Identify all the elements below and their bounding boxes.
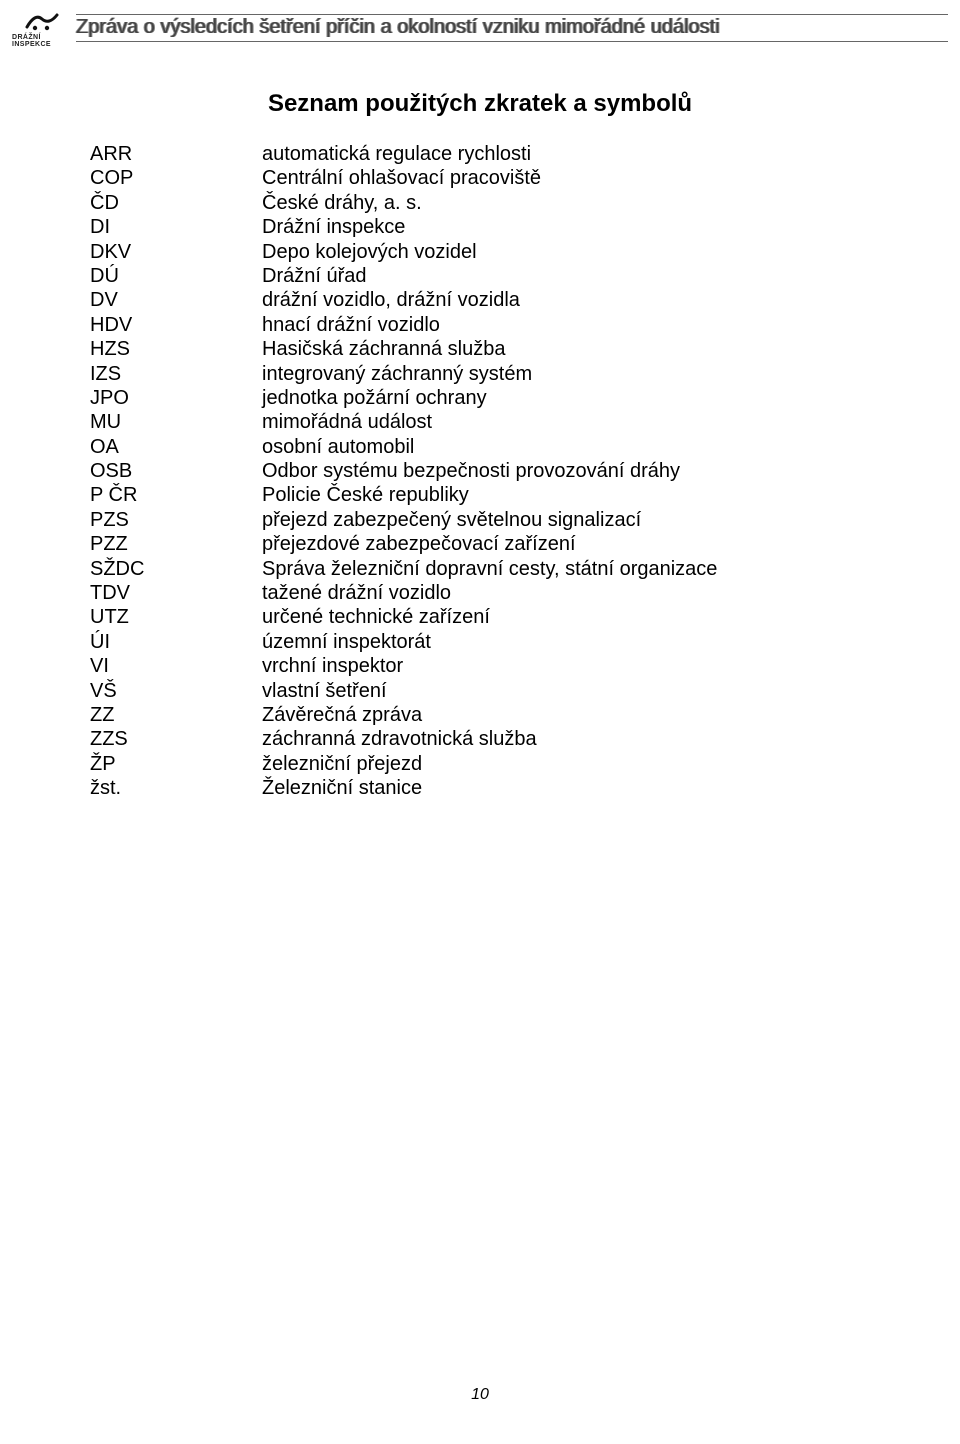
abbr-key: ÚI xyxy=(90,630,262,654)
abbr-value: Drážní úřad xyxy=(262,264,870,288)
abbr-key: VI xyxy=(90,654,262,678)
abbr-value: Centrální ohlašovací pracoviště xyxy=(262,166,870,190)
abbr-key: HDV xyxy=(90,313,262,337)
table-row: HZSHasičská záchranná služba xyxy=(90,337,870,361)
content: Seznam použitých zkratek a symbolů ARRau… xyxy=(90,80,870,801)
logo-icon xyxy=(25,9,59,34)
header-title: Zpráva o výsledcích šetření příčin a oko… xyxy=(76,16,948,39)
table-row: žst.Železniční stanice xyxy=(90,776,870,800)
table-row: IZSintegrovaný záchranný systém xyxy=(90,362,870,386)
abbreviations-table: ARRautomatická regulace rychlostiCOPCent… xyxy=(90,142,870,801)
abbr-value: automatická regulace rychlosti xyxy=(262,142,870,166)
abbr-value: mimořádná událost xyxy=(262,410,870,434)
abbr-key: PZZ xyxy=(90,532,262,556)
page-number: 10 xyxy=(0,1386,960,1404)
abbr-value: přejezdové zabezpečovací zařízení xyxy=(262,532,870,556)
abbr-key: OA xyxy=(90,435,262,459)
abbr-key: HZS xyxy=(90,337,262,361)
table-row: OSBOdbor systému bezpečnosti provozování… xyxy=(90,459,870,483)
table-row: SŽDCSpráva železniční dopravní cesty, st… xyxy=(90,557,870,581)
table-row: ARRautomatická regulace rychlosti xyxy=(90,142,870,166)
abbr-key: COP xyxy=(90,166,262,190)
abbr-key: ČD xyxy=(90,191,262,215)
abbr-value: určené technické zařízení xyxy=(262,605,870,629)
logo-label: DRÁŽNÍ INSPEKCE xyxy=(12,34,72,48)
table-row: COPCentrální ohlašovací pracoviště xyxy=(90,166,870,190)
abbr-value: Depo kolejových vozidel xyxy=(262,240,870,264)
table-row: ČDČeské dráhy, a. s. xyxy=(90,191,870,215)
table-row: VIvrchní inspektor xyxy=(90,654,870,678)
abbr-value: Odbor systému bezpečnosti provozování dr… xyxy=(262,459,870,483)
abbr-value: Závěrečná zpráva xyxy=(262,703,870,727)
abbr-key: DV xyxy=(90,288,262,312)
abbr-value: drážní vozidlo, drážní vozidla xyxy=(262,288,870,312)
table-row: P ČRPolicie České republiky xyxy=(90,483,870,507)
abbr-key: DÚ xyxy=(90,264,262,288)
abbr-value: tažené drážní vozidlo xyxy=(262,581,870,605)
logo: DRÁŽNÍ INSPEKCE xyxy=(12,8,72,48)
abbr-key: SŽDC xyxy=(90,557,262,581)
abbr-key: MU xyxy=(90,410,262,434)
abbr-value: hnací drážní vozidlo xyxy=(262,313,870,337)
section-title: Seznam použitých zkratek a symbolů xyxy=(90,90,870,118)
abbr-value: železniční přejezd xyxy=(262,752,870,776)
header-rule-bottom xyxy=(76,41,948,42)
table-row: ZZSzáchranná zdravotnická služba xyxy=(90,727,870,751)
abbr-value: Policie České republiky xyxy=(262,483,870,507)
table-row: DKVDepo kolejových vozidel xyxy=(90,240,870,264)
abbr-value: záchranná zdravotnická služba xyxy=(262,727,870,751)
abbr-key: DI xyxy=(90,215,262,239)
table-row: DIDrážní inspekce xyxy=(90,215,870,239)
table-row: OAosobní automobil xyxy=(90,435,870,459)
table-row: VŠvlastní šetření xyxy=(90,679,870,703)
table-row: TDVtažené drážní vozidlo xyxy=(90,581,870,605)
abbr-value: České dráhy, a. s. xyxy=(262,191,870,215)
abbr-key: žst. xyxy=(90,776,262,800)
table-row: ÚIúzemní inspektorát xyxy=(90,630,870,654)
page: DRÁŽNÍ INSPEKCE Zpráva o výsledcích šetř… xyxy=(0,0,960,1444)
table-row: MUmimořádná událost xyxy=(90,410,870,434)
abbr-value: územní inspektorát xyxy=(262,630,870,654)
abbr-key: ZZS xyxy=(90,727,262,751)
abbr-key: DKV xyxy=(90,240,262,264)
header-rule-top xyxy=(76,14,948,15)
abbr-key: OSB xyxy=(90,459,262,483)
table-row: UTZurčené technické zařízení xyxy=(90,605,870,629)
abbr-key: ARR xyxy=(90,142,262,166)
abbr-value: přejezd zabezpečený světelnou signalizac… xyxy=(262,508,870,532)
table-row: DVdrážní vozidlo, drážní vozidla xyxy=(90,288,870,312)
abbr-value: Železniční stanice xyxy=(262,776,870,800)
abbr-value: Drážní inspekce xyxy=(262,215,870,239)
table-row: PZZpřejezdové zabezpečovací zařízení xyxy=(90,532,870,556)
abbr-key: JPO xyxy=(90,386,262,410)
abbr-key: P ČR xyxy=(90,483,262,507)
abbr-key: PZS xyxy=(90,508,262,532)
abbr-key: VŠ xyxy=(90,679,262,703)
table-row: PZSpřejezd zabezpečený světelnou signali… xyxy=(90,508,870,532)
abbr-value: Hasičská záchranná služba xyxy=(262,337,870,361)
abbr-value: Správa železniční dopravní cesty, státní… xyxy=(262,557,870,581)
abbr-key: TDV xyxy=(90,581,262,605)
abbr-key: ZZ xyxy=(90,703,262,727)
abbr-key: ŽP xyxy=(90,752,262,776)
table-row: HDVhnací drážní vozidlo xyxy=(90,313,870,337)
page-header: DRÁŽNÍ INSPEKCE Zpráva o výsledcích šetř… xyxy=(12,8,948,48)
abbr-value: vrchní inspektor xyxy=(262,654,870,678)
abbr-value: jednotka požární ochrany xyxy=(262,386,870,410)
abbr-value: integrovaný záchranný systém xyxy=(262,362,870,386)
abbr-value: osobní automobil xyxy=(262,435,870,459)
abbr-key: IZS xyxy=(90,362,262,386)
table-row: DÚDrážní úřad xyxy=(90,264,870,288)
table-row: ŽPželezniční přejezd xyxy=(90,752,870,776)
abbr-value: vlastní šetření xyxy=(262,679,870,703)
header-title-wrap: Zpráva o výsledcích šetření příčin a oko… xyxy=(76,10,948,46)
abbr-key: UTZ xyxy=(90,605,262,629)
table-row: JPOjednotka požární ochrany xyxy=(90,386,870,410)
table-row: ZZZávěrečná zpráva xyxy=(90,703,870,727)
